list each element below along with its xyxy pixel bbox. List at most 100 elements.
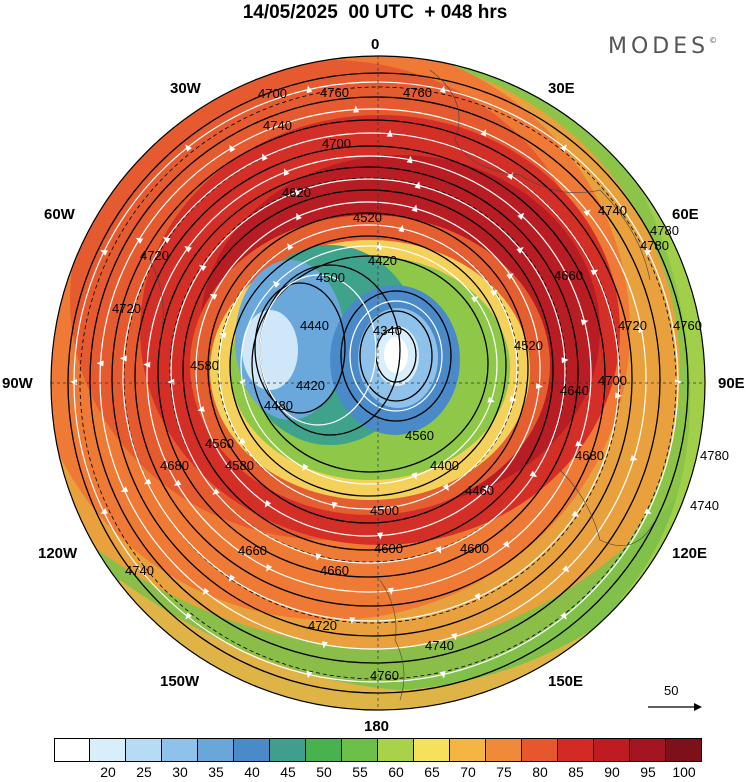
streamline-arrowhead bbox=[590, 269, 599, 276]
streamline-arrowhead bbox=[197, 405, 205, 412]
contour-label: 4680 bbox=[160, 458, 189, 473]
contour-label: 4500 bbox=[370, 503, 399, 518]
contour-label: 4780 bbox=[700, 448, 729, 463]
streamline-arrowhead bbox=[202, 587, 210, 596]
contour-label: 4480 bbox=[264, 398, 293, 413]
colorbar-cell bbox=[198, 738, 234, 762]
streamline-arrowhead bbox=[272, 280, 280, 288]
streamline-arrowhead bbox=[212, 488, 220, 496]
contour-label: 4720 bbox=[618, 318, 647, 333]
streamline-arrowhead bbox=[615, 392, 623, 399]
contour-label: 4560 bbox=[205, 436, 234, 451]
colorbar-cell bbox=[630, 738, 666, 762]
contour-label: 4760 bbox=[320, 85, 349, 100]
streamline-arrowhead bbox=[398, 224, 405, 233]
streamline-arrowhead bbox=[561, 357, 569, 364]
graticule bbox=[51, 56, 705, 710]
streamline-arrowhead bbox=[321, 641, 328, 649]
colorbar-cell bbox=[522, 738, 558, 762]
streamline-arrowhead bbox=[644, 508, 652, 514]
streamline-arrowhead bbox=[96, 360, 104, 367]
streamline-arrowhead bbox=[315, 553, 322, 561]
streamline-arrowhead bbox=[264, 500, 272, 508]
streamline-arrowhead bbox=[229, 144, 236, 153]
streamline-arrowhead bbox=[173, 479, 182, 486]
streamline-arrowhead bbox=[411, 472, 417, 480]
colorbar-tick-label: 95 bbox=[640, 764, 656, 780]
streamline-arrowhead bbox=[185, 612, 192, 620]
contour-label: 4620 bbox=[282, 185, 311, 200]
streamline-arrowhead bbox=[502, 540, 510, 548]
contour-label: 4740 bbox=[690, 498, 719, 513]
streamline-arrowhead bbox=[411, 204, 418, 213]
streamline-arrowhead bbox=[535, 383, 544, 389]
streamline-arrowhead bbox=[262, 153, 268, 162]
contour-label: 4760 bbox=[673, 318, 702, 333]
lon-label-30e: 30E bbox=[548, 80, 575, 97]
coastlines bbox=[149, 69, 661, 701]
streamline-arrowhead bbox=[583, 209, 591, 217]
colorbar-cell bbox=[126, 738, 162, 762]
contour-label: 4520 bbox=[353, 210, 382, 225]
contour-label: 4720 bbox=[140, 248, 169, 263]
contour-label: 4660 bbox=[554, 268, 583, 283]
streamline-arrowhead bbox=[406, 155, 413, 164]
streamline-arrowhead bbox=[637, 327, 646, 334]
contour-label: 4780 bbox=[640, 238, 669, 253]
lon-label-60w: 60W bbox=[44, 206, 75, 223]
colorbar-cell bbox=[414, 738, 450, 762]
colorbar-cell bbox=[54, 738, 90, 762]
colorbar-tick-label: 60 bbox=[388, 764, 404, 780]
colorbar-cell bbox=[666, 738, 702, 762]
colorbar-cell bbox=[342, 738, 378, 762]
colorbar-tick-label: 35 bbox=[208, 764, 224, 780]
colorbar-cell bbox=[486, 738, 522, 762]
contour-label: 4700 bbox=[258, 86, 287, 101]
streamline-arrowhead bbox=[198, 264, 207, 272]
contour-label: 4420 bbox=[296, 378, 325, 393]
streamline-arrowhead bbox=[70, 379, 77, 385]
lon-label-90e: 90E bbox=[718, 375, 745, 392]
streamline-arrowhead bbox=[296, 212, 302, 221]
contour-label: 4460 bbox=[465, 483, 494, 498]
lon-label-0: 0 bbox=[371, 36, 380, 53]
streamline-arrowhead bbox=[100, 508, 108, 514]
streamline-arrowhead bbox=[575, 440, 583, 447]
contour-label: 4400 bbox=[430, 458, 459, 473]
lon-label-180: 180 bbox=[364, 718, 390, 735]
lon-label-60e: 60E bbox=[672, 206, 699, 223]
streamline-arrowhead bbox=[119, 355, 127, 362]
streamline-arrowhead bbox=[506, 273, 514, 280]
lon-label-120e: 120E bbox=[672, 545, 708, 562]
colorbar-tick-label: 25 bbox=[136, 764, 152, 780]
contour-label: 4700 bbox=[598, 373, 627, 388]
map-border bbox=[50, 55, 706, 711]
colorbar-tick-label: 70 bbox=[460, 764, 476, 780]
streamline-arrowhead bbox=[387, 587, 394, 595]
streamline-arrowhead bbox=[162, 236, 171, 244]
colorbar-cell bbox=[234, 738, 270, 762]
brand-name: MODES bbox=[608, 34, 710, 59]
contour-label: 4600 bbox=[374, 541, 403, 556]
contour-label: 4740 bbox=[425, 638, 454, 653]
streamline-arrowhead bbox=[517, 212, 525, 220]
streamline-arrowhead bbox=[238, 437, 246, 445]
streamline-arrowhead bbox=[376, 242, 383, 250]
streamline-arrowhead bbox=[675, 379, 682, 385]
colorbar-cell bbox=[450, 738, 486, 762]
contour-label: 4420 bbox=[368, 253, 397, 268]
streamline-arrowhead bbox=[331, 501, 338, 510]
contour-label: 4600 bbox=[460, 541, 489, 556]
streamline-arrowhead bbox=[560, 144, 567, 152]
streamline-arrowhead bbox=[483, 484, 491, 492]
streamline-arrowhead bbox=[435, 546, 442, 554]
streamline-arrowhead bbox=[439, 85, 446, 94]
contour-label: 4740 bbox=[125, 563, 154, 578]
colorbar bbox=[54, 738, 702, 762]
contour-label: 4560 bbox=[405, 428, 434, 443]
streamline-arrowhead bbox=[306, 85, 313, 94]
streamline-arrowhead bbox=[135, 237, 144, 244]
streamline-arrowhead bbox=[349, 617, 356, 625]
streamline-arrowhead bbox=[644, 250, 652, 256]
